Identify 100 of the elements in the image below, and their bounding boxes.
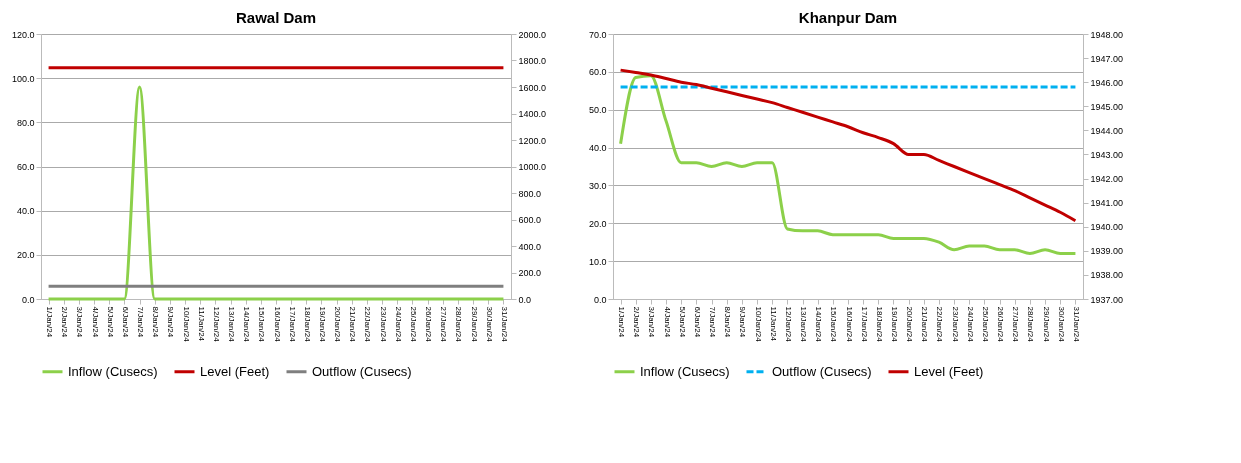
x-tick-label: 10/Jan/24 [753, 306, 763, 343]
y-tick-label: 10.0 [588, 256, 607, 267]
x-tick-label: 23/Jan/24 [378, 306, 388, 343]
y-tick-label: 30.0 [588, 180, 607, 191]
x-tick-label: 6/Jan/24 [120, 306, 130, 338]
x-tick-label: 1/Jan/24 [617, 306, 627, 338]
y-tick-label: 40.0 [588, 143, 607, 154]
y2-tick-label: 1942.00 [1090, 174, 1124, 185]
x-tick-label: 15/Jan/24 [829, 306, 839, 343]
y-tick-label: 40.0 [16, 206, 35, 217]
x-tick-label: 11/Jan/24 [196, 306, 206, 342]
x-tick-label: 23/Jan/24 [950, 306, 960, 343]
legend-label: Inflow (Cusecs) [68, 363, 158, 379]
chart-title: Khanpur Dam [798, 9, 898, 26]
x-tick-label: 30/Jan/24 [1056, 306, 1066, 343]
y2-tick-label: 800.0 [518, 188, 542, 199]
x-tick-label: 8/Jan/24 [151, 306, 161, 338]
x-tick-label: 21/Jan/24 [920, 306, 930, 343]
x-tick-label: 16/Jan/24 [844, 306, 854, 343]
x-tick-label: 15/Jan/24 [257, 306, 267, 343]
line-series [619, 68, 1077, 223]
x-tick-label: 31/Jan/24 [499, 306, 509, 343]
y-tick-label: 0.0 [593, 294, 607, 305]
y2-tick-label: 1200.0 [518, 135, 547, 146]
x-tick-label: 12/Jan/24 [211, 306, 221, 343]
x-tick-label: 27/Jan/24 [1011, 306, 1021, 343]
x-tick-label: 25/Jan/24 [408, 306, 418, 343]
y2-tick-label: 2000.0 [518, 29, 547, 40]
x-tick-label: 1/Jan/24 [45, 306, 55, 338]
x-tick-label: 24/Jan/24 [965, 306, 975, 343]
legend-label: Inflow (Cusecs) [640, 363, 730, 379]
x-tick-label: 8/Jan/24 [723, 306, 733, 338]
x-tick-label: 26/Jan/24 [996, 306, 1006, 343]
legend-label: Outflow (Cusecs) [772, 363, 872, 379]
x-tick-label: 14/Jan/24 [242, 306, 252, 343]
x-tick-label: 22/Jan/24 [363, 306, 373, 343]
x-tick-label: 6/Jan/24 [692, 306, 702, 338]
x-tick-label: 16/Jan/24 [272, 306, 282, 343]
y2-tick-label: 1947.00 [1090, 53, 1124, 64]
x-tick-label: 29/Jan/24 [1041, 306, 1051, 343]
y2-tick-label: 1943.00 [1090, 149, 1124, 160]
y-tick-label: 50.0 [588, 105, 607, 116]
y2-tick-label: 1800.0 [518, 56, 547, 66]
x-tick-label: 2/Jan/24 [60, 306, 70, 338]
x-tick-label: 31/Jan/24 [1071, 306, 1081, 343]
y2-tick-label: 1600.0 [518, 82, 547, 93]
x-tick-label: 9/Jan/24 [166, 306, 176, 338]
x-tick-label: 20/Jan/24 [905, 306, 915, 343]
x-tick-label: 28/Jan/24 [454, 306, 464, 343]
x-tick-label: 5/Jan/24 [677, 306, 687, 338]
x-tick-label: 9/Jan/24 [738, 306, 748, 338]
x-tick-label: 21/Jan/24 [348, 306, 358, 343]
x-tick-label: 3/Jan/24 [647, 306, 657, 338]
legend-label: Outflow (Cusecs) [312, 363, 412, 379]
x-tick-label: 3/Jan/24 [75, 306, 85, 338]
x-tick-label: 28/Jan/24 [1026, 306, 1036, 343]
x-tick-label: 2/Jan/24 [632, 306, 642, 338]
x-tick-label: 25/Jan/24 [980, 306, 990, 343]
x-tick-label: 7/Jan/24 [708, 306, 718, 338]
x-tick-label: 4/Jan/24 [662, 306, 672, 338]
y2-tick-label: 1944.00 [1090, 125, 1124, 136]
y-tick-label: 100.0 [11, 73, 35, 84]
y-tick-label: 60.0 [588, 67, 607, 78]
x-tick-label: 12/Jan/24 [783, 306, 793, 343]
legend-label: Level (Feet) [200, 363, 270, 379]
x-tick-label: 18/Jan/24 [302, 306, 312, 343]
y-tick-label: 20.0 [16, 250, 35, 261]
y-tick-label: 70.0 [588, 29, 607, 40]
y2-tick-label: 0.0 [518, 294, 532, 305]
x-tick-label: 17/Jan/24 [859, 306, 869, 343]
x-tick-label: 20/Jan/24 [333, 306, 343, 343]
y-tick-label: 120.0 [11, 29, 35, 40]
y2-tick-label: 1946.00 [1090, 77, 1124, 88]
x-tick-label: 7/Jan/24 [136, 306, 146, 338]
y2-tick-label: 200.0 [518, 268, 542, 278]
y-tick-label: 0.0 [21, 294, 35, 305]
chart-title: Rawal Dam [235, 9, 317, 26]
x-tick-label: 13/Jan/24 [227, 306, 237, 343]
y2-tick-label: 600.0 [518, 215, 542, 225]
y2-tick-label: 1400.0 [518, 109, 547, 119]
x-tick-label: 30/Jan/24 [484, 306, 494, 343]
x-tick-label: 11/Jan/24 [768, 306, 778, 342]
x-tick-label: 24/Jan/24 [393, 306, 403, 343]
line-series [619, 74, 1077, 256]
y-tick-label: 80.0 [16, 117, 35, 128]
x-tick-label: 29/Jan/24 [469, 306, 479, 343]
y2-tick-label: 1945.00 [1090, 101, 1124, 112]
x-tick-label: 13/Jan/24 [799, 306, 809, 343]
x-tick-label: 19/Jan/24 [889, 306, 899, 343]
y2-tick-label: 1940.00 [1090, 222, 1124, 233]
x-tick-label: 14/Jan/24 [814, 306, 824, 343]
x-tick-label: 4/Jan/24 [90, 306, 100, 338]
x-tick-label: 26/Jan/24 [424, 306, 434, 343]
x-tick-label: 17/Jan/24 [287, 306, 297, 343]
y2-tick-label: 1938.00 [1090, 270, 1124, 281]
x-tick-label: 10/Jan/24 [181, 306, 191, 343]
y-tick-label: 20.0 [588, 218, 607, 229]
x-tick-label: 27/Jan/24 [439, 306, 449, 343]
legend-label: Level (Feet) [914, 363, 984, 379]
y2-tick-label: 400.0 [518, 241, 542, 252]
